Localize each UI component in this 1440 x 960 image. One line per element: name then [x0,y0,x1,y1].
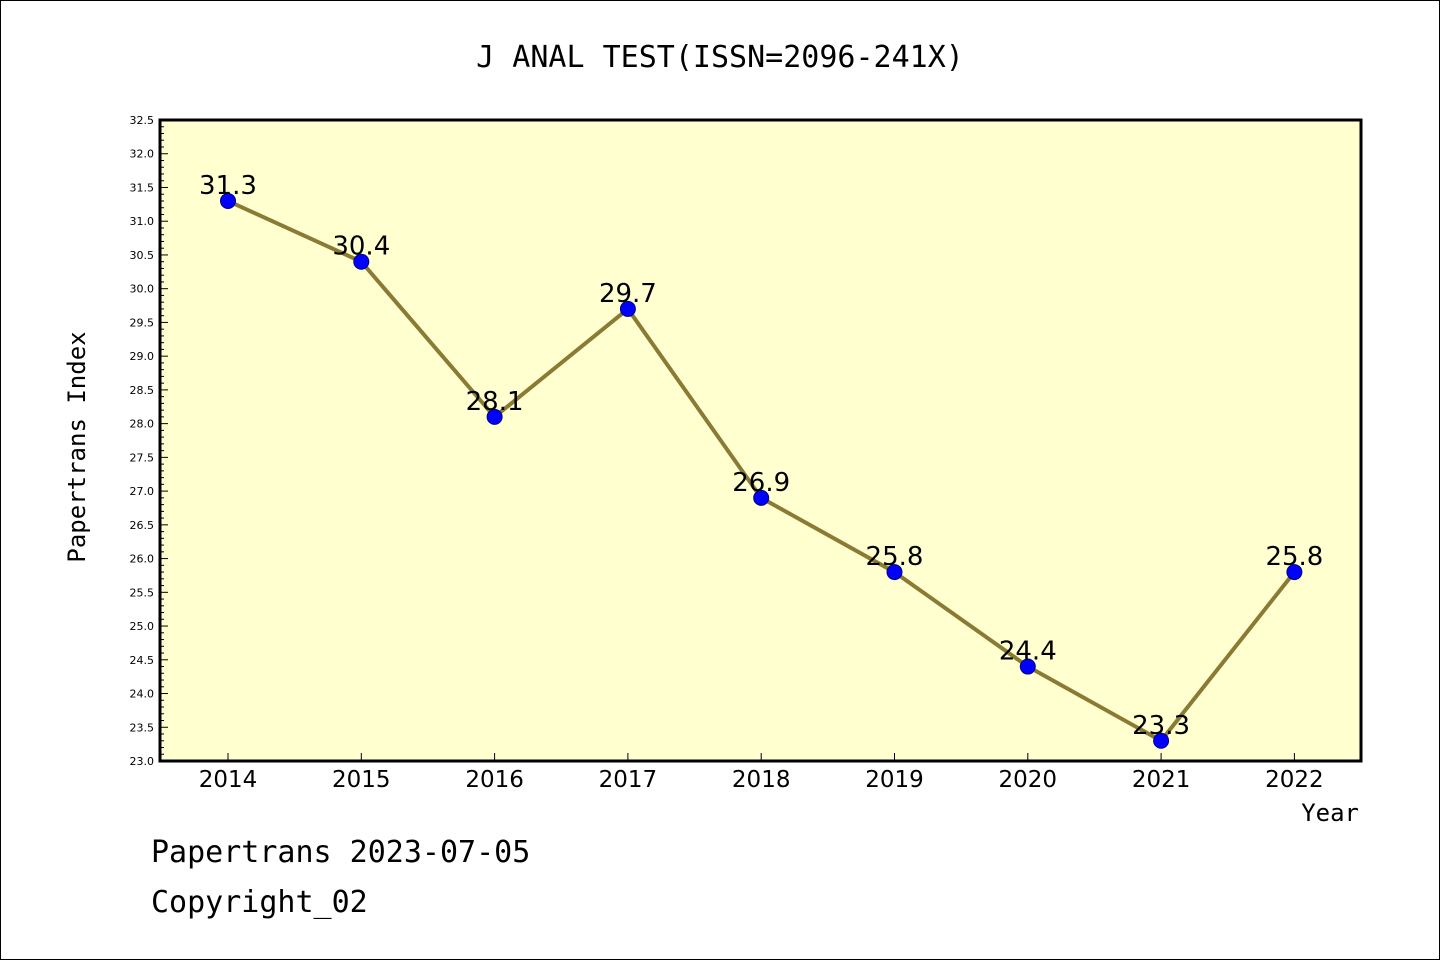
data-label: 25.8 [866,542,924,572]
y-tick-label: 27.5 [130,451,155,464]
data-point [1019,658,1036,675]
x-tick-label: 2020 [999,767,1058,793]
data-point [220,192,236,209]
y-tick-label: 29.0 [130,350,155,363]
data-label: 24.4 [999,637,1057,667]
data-point [353,253,370,270]
data-label: 28.1 [466,387,524,417]
y-tick-label: 30.5 [130,249,155,262]
x-tick-label: 2019 [865,767,924,793]
x-tick-label: 2014 [199,767,258,793]
y-tick-label: 23.5 [130,721,155,734]
data-point [486,408,503,425]
y-tick-label: 23.0 [130,755,155,768]
data-point [1286,564,1303,581]
data-labels: 31.3 30.4 28.1 29.7 26.9 25.8 24.4 23.3 25.8 [199,171,1323,741]
footer-date-text: Papertrans 2023-07-05 [151,835,531,870]
y-axis-ticks: 23.0 23.5 24.0 24.5 25.0 25.5 26.0 26.5 27.0 27.5… [130,114,168,768]
y-tick-label: 25.5 [130,586,155,599]
series-layer [220,192,1303,749]
y-tick-label: 24.0 [130,688,155,701]
data-point [1153,732,1170,749]
data-label: 31.3 [199,171,257,201]
data-point [753,489,770,506]
x-tick-label: 2017 [599,767,658,793]
x-tick-label: 2018 [732,767,791,793]
data-label: 23.3 [1132,711,1190,741]
data-label: 25.8 [1265,542,1323,572]
y-tick-label: 24.5 [130,654,155,667]
y-tick-label: 29.5 [130,316,155,329]
y-tick-label: 28.5 [130,384,155,397]
data-label: 30.4 [332,232,390,262]
y-tick-label: 28.0 [130,418,155,431]
y-tick-label: 32.5 [130,114,155,127]
footer-copyright-text: Copyright_02 [151,885,368,920]
y-tick-label: 26.0 [130,553,155,566]
y-tick-label: 31.0 [130,215,155,228]
chart-title: J ANAL TEST(ISSN=2096-241X) [476,40,964,75]
data-point [886,564,903,581]
x-tick-label: 2016 [465,767,524,793]
y-tick-label: 26.5 [130,519,155,532]
x-tick-label: 2015 [332,767,391,793]
y-tick-label: 32.0 [130,148,155,161]
x-tick-label: 2021 [1132,767,1191,793]
y-tick-label: 31.5 [130,181,155,194]
data-label: 29.7 [599,279,657,309]
data-point [619,300,636,317]
x-tick-label: 2022 [1265,767,1324,793]
plot-area [158,118,1363,763]
x-axis-label: Year [1301,799,1359,827]
y-tick-label: 27.0 [130,485,155,498]
y-tick-label: 30.0 [130,283,155,296]
data-label: 26.9 [732,468,790,498]
y-axis-label: Papertrans Index [63,331,91,562]
y-tick-label: 25.0 [130,620,155,633]
x-axis-ticks: 2014 2015 2016 2017 2018 2019 2020 2021 2022 [199,753,1324,793]
